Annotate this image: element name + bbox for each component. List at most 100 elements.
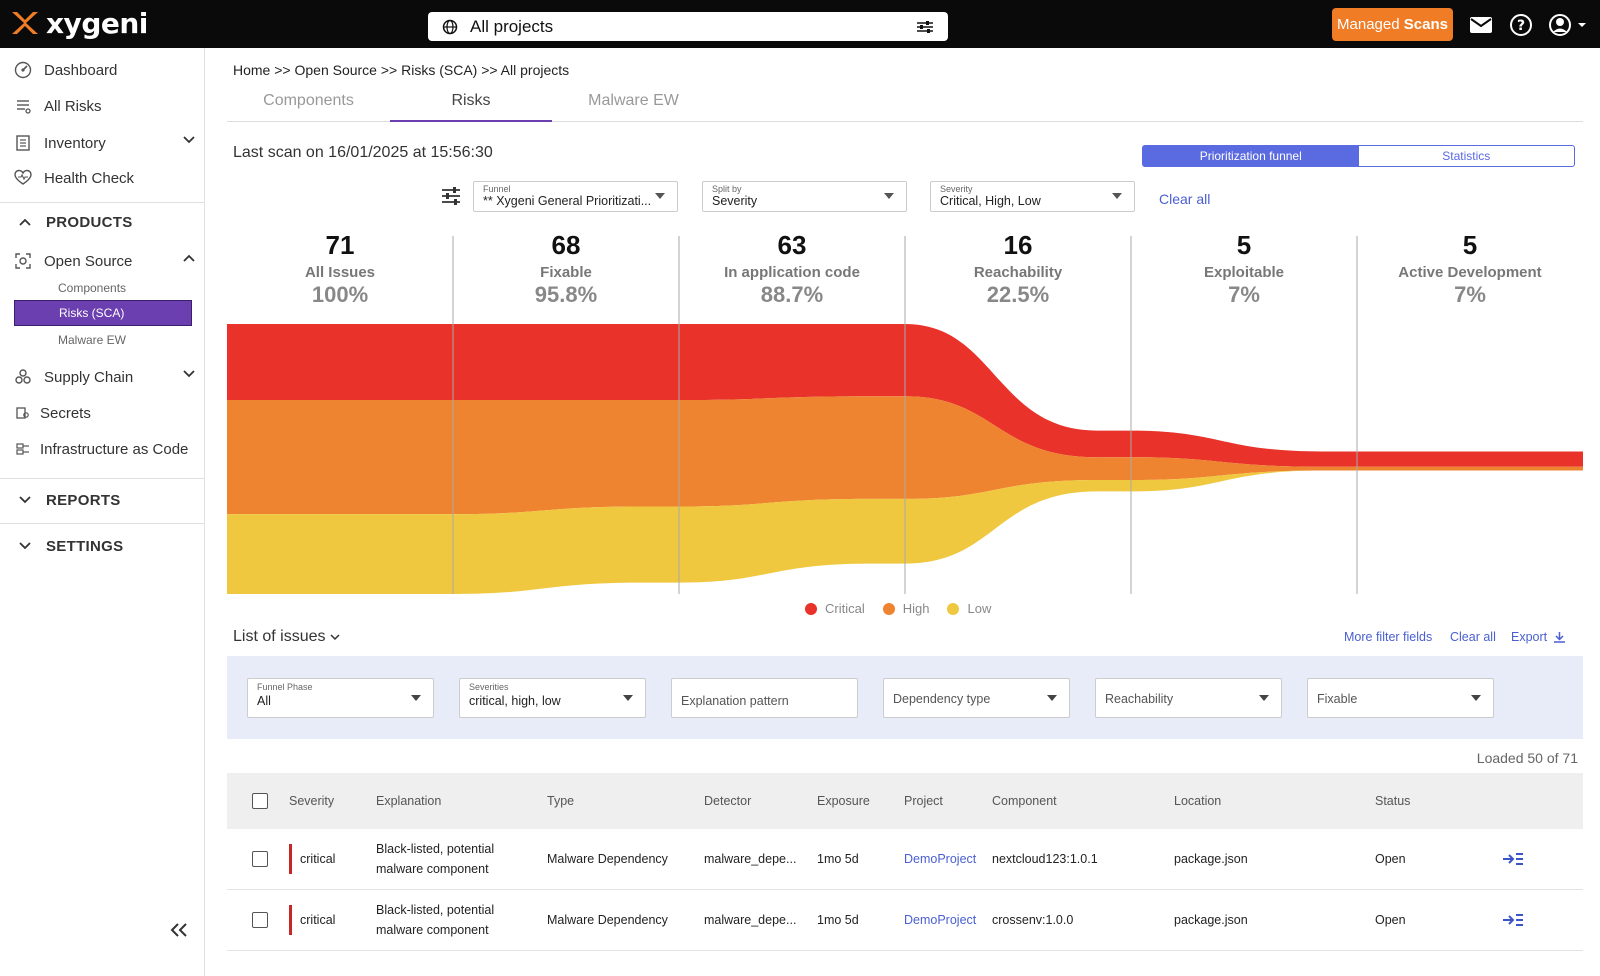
stage-count: 5	[1237, 230, 1251, 260]
severity-select-label: Severity	[940, 184, 973, 194]
fixable-placeholder: Fixable	[1317, 692, 1358, 706]
row-checkbox[interactable]	[252, 851, 268, 867]
tab-bar: Components Risks Malware EW	[227, 88, 1583, 122]
chevron-down-icon[interactable]	[183, 136, 195, 144]
stage-count: 68	[552, 230, 581, 260]
severity-bar	[289, 905, 292, 935]
open-detail-icon[interactable]	[1502, 890, 1524, 950]
select-all-checkbox[interactable]	[252, 793, 268, 809]
sidebar-item-supply-chain[interactable]: Supply Chain	[0, 362, 205, 392]
col-severity[interactable]: Severity	[289, 794, 335, 808]
severities-select[interactable]: Severities critical, high, low	[459, 678, 646, 718]
legend-label: Critical	[825, 601, 865, 616]
funnel-phase-select[interactable]: Funnel Phase All	[247, 678, 434, 718]
view-toggle: Prioritization funnel Statistics	[1142, 145, 1575, 167]
logo-text: xygeni	[46, 6, 148, 40]
sidebar-item-label: All Risks	[44, 97, 102, 115]
account-icon[interactable]	[1546, 12, 1590, 38]
list-of-issues-toggle[interactable]: List of issues	[233, 628, 340, 646]
col-detector[interactable]: Detector	[704, 794, 752, 808]
col-explanation[interactable]: Explanation	[376, 794, 442, 808]
project-link[interactable]: DemoProject	[904, 913, 977, 927]
clear-all-filters-link[interactable]: Clear all	[1159, 191, 1211, 207]
svg-text:?: ?	[1517, 18, 1525, 34]
mail-icon[interactable]	[1468, 12, 1494, 38]
sidebar-item-open-source[interactable]: Open Source	[0, 246, 205, 276]
tab-malware-ew[interactable]: Malware EW	[588, 92, 679, 109]
project-selector[interactable]: All projects	[428, 12, 948, 41]
col-type[interactable]: Type	[547, 794, 575, 808]
split-by-label: Split by	[712, 184, 742, 194]
risks-icon	[12, 95, 34, 117]
divider	[0, 523, 205, 524]
fixable-select[interactable]: Fixable	[1307, 678, 1494, 718]
type-cell: Malware Dependency	[547, 913, 668, 927]
funnel-select[interactable]: Funnel ** Xygeni General Prioritizati...	[473, 181, 678, 212]
export-button[interactable]: Export	[1511, 630, 1566, 644]
legend-item-low[interactable]: Low	[947, 601, 991, 616]
section-settings[interactable]: SETTINGS	[0, 531, 205, 561]
stage-percent: 7%	[1454, 282, 1486, 307]
divider	[0, 478, 205, 479]
row-checkbox[interactable]	[252, 912, 268, 928]
severity-select[interactable]: Severity Critical, High, Low	[930, 181, 1135, 212]
explanation-pattern-placeholder: Explanation pattern	[681, 694, 789, 708]
legend-item-critical[interactable]: Critical	[805, 601, 865, 616]
sidebar-subitem-components[interactable]: Components	[58, 281, 127, 295]
col-project[interactable]: Project	[904, 794, 943, 808]
col-exposure[interactable]: Exposure	[817, 794, 870, 808]
sidebar-item-inventory[interactable]: Inventory	[0, 128, 205, 158]
col-component[interactable]: Component	[992, 794, 1057, 808]
logo[interactable]: xygeni	[10, 6, 148, 40]
open-detail-icon[interactable]	[1502, 829, 1524, 889]
chevron-down-icon[interactable]	[183, 370, 195, 378]
toggle-prioritization-funnel[interactable]: Prioritization funnel	[1143, 146, 1359, 166]
tab-components[interactable]: Components	[263, 92, 354, 109]
split-by-select[interactable]: Split by Severity	[702, 181, 907, 212]
issues-table: Severity Explanation Type Detector Expos…	[227, 773, 1583, 951]
section-products[interactable]: PRODUCTS	[0, 207, 205, 237]
dependency-type-select[interactable]: Dependency type	[883, 678, 1070, 718]
caret-down-icon	[411, 695, 421, 701]
reachability-select[interactable]: Reachability	[1095, 678, 1282, 718]
severity-select-value: Critical, High, Low	[940, 194, 1041, 208]
sidebar-item-dashboard[interactable]: Dashboard	[0, 55, 205, 85]
sidebar-subitem-malware-ew[interactable]: Malware EW	[58, 333, 127, 347]
chevron-down-icon	[330, 634, 340, 641]
exposure-cell: 1mo 5d	[817, 852, 859, 866]
sidebar-subitem-risks-sca[interactable]: Risks (SCA)	[14, 300, 192, 326]
filter-sliders-icon[interactable]	[916, 20, 934, 34]
sidebar-item-health-check[interactable]: Health Check	[0, 163, 205, 193]
project-link[interactable]: DemoProject	[904, 852, 977, 866]
chevron-up-icon[interactable]	[183, 254, 195, 262]
funnel-phase-value: All	[257, 694, 271, 708]
tab-risks[interactable]: Risks	[390, 92, 552, 122]
component-cell: crossenv:1.0.0	[992, 913, 1074, 927]
sidebar-item-secrets[interactable]: Secrets	[0, 398, 205, 428]
chevron-down-icon	[14, 496, 36, 504]
managed-scans-button[interactable]: Managed Scans	[1332, 8, 1453, 41]
col-location[interactable]: Location	[1174, 794, 1222, 808]
section-reports[interactable]: REPORTS	[0, 485, 205, 515]
table-row[interactable]: critical Black-listed, potential malware…	[227, 890, 1583, 951]
caret-down-icon	[884, 193, 894, 199]
col-status[interactable]: Status	[1375, 794, 1411, 808]
explanation-pattern-input[interactable]: Explanation pattern	[671, 678, 858, 718]
help-icon[interactable]: ?	[1508, 12, 1534, 38]
status-cell: Open	[1375, 852, 1406, 866]
chevron-up-icon	[14, 218, 36, 226]
supply-chain-icon	[12, 366, 34, 388]
sidebar-item-all-risks[interactable]: All Risks	[0, 91, 205, 121]
dependency-type-placeholder: Dependency type	[893, 692, 991, 706]
table-row[interactable]: critical Black-listed, potential malware…	[227, 829, 1583, 890]
sidebar-item-iac[interactable]: Infrastructure as Code	[0, 434, 205, 464]
filter-settings-icon[interactable]	[441, 186, 461, 211]
stage-name: All Issues	[305, 264, 375, 281]
sidebar-item-label: Health Check	[44, 169, 135, 187]
collapse-sidebar-icon[interactable]	[170, 918, 188, 944]
toggle-statistics[interactable]: Statistics	[1442, 149, 1491, 163]
more-filter-fields-link[interactable]: More filter fields	[1344, 630, 1433, 644]
legend-item-high[interactable]: High	[882, 601, 929, 616]
clear-all-link[interactable]: Clear all	[1450, 630, 1496, 644]
inventory-icon	[12, 132, 34, 154]
